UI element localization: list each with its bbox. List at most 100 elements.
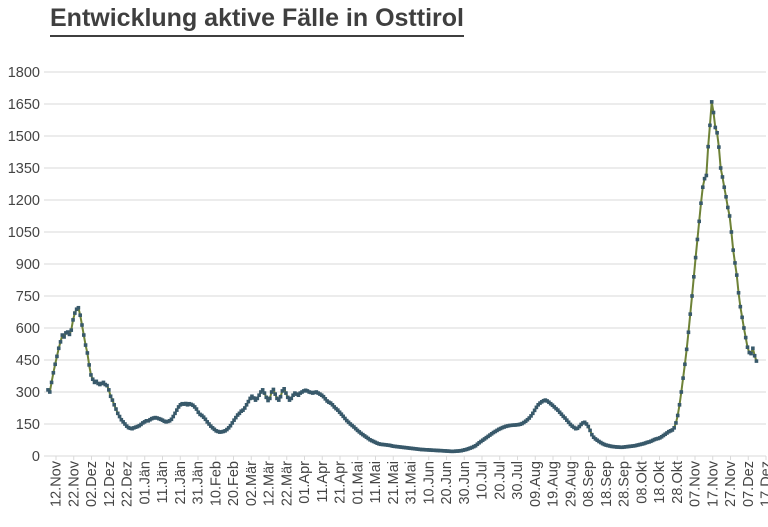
data-point-marker [107,388,111,392]
data-point-marker [269,390,274,394]
data-point-marker [677,403,682,407]
data-point-marker [720,175,725,179]
data-point-marker [531,411,535,416]
data-point-marker [271,387,276,392]
data-point-marker [56,346,61,351]
data-point-marker [532,408,537,413]
x-axis-label: 30.Jul [510,461,526,500]
data-point-marker [259,390,263,394]
data-point-marker [557,410,562,415]
x-axis-label: 20.Jul [492,461,508,500]
data-point-marker [69,328,74,332]
x-axis-label: 19.Aug [546,461,562,507]
data-point-marker [71,318,75,322]
data-point-marker [169,417,174,422]
y-axis-label: 1500 [8,129,40,145]
x-axis-label: 07.Dez [741,461,757,507]
y-axis-label: 300 [16,385,40,401]
data-point-marker [262,391,267,395]
x-axis-label: 02.Dez [84,461,100,507]
data-point-marker [321,394,326,399]
data-point-marker [232,418,236,422]
y-axis-label: 1650 [8,97,40,113]
x-axis-label: 31.Mai [404,461,420,505]
data-point-marker [89,373,93,377]
data-point-marker [241,408,245,412]
y-axis-label: 600 [16,321,40,337]
data-point-marker [284,391,288,395]
data-point-marker [679,390,684,394]
data-point-marker [282,387,286,391]
data-point-marker [117,414,122,419]
data-point-marker [80,323,84,327]
data-point-marker [688,312,693,316]
data-point-marker [343,416,347,421]
data-point-marker [697,219,701,224]
y-axis-label: 150 [16,417,40,433]
data-point-marker [101,380,106,385]
data-point-marker [330,403,335,407]
data-point-marker [285,395,290,400]
data-point-marker [255,396,260,401]
x-axis-label: 18.Okt [652,461,668,504]
y-axis-label: 1200 [8,193,40,209]
data-point-marker [115,411,120,416]
data-point-marker [686,330,691,335]
y-axis-label: 1800 [8,65,40,81]
x-axis-label: 11.Jän [155,461,171,503]
data-point-marker [736,291,741,295]
x-axis-label: 31.Jän [191,461,207,505]
data-point-marker [264,395,269,400]
data-point-marker [588,428,592,433]
data-point-marker [176,405,181,409]
data-point-marker [58,340,63,344]
data-point-marker [729,230,734,234]
data-point-marker [695,237,700,242]
y-axis-label: 0 [32,449,40,465]
data-point-marker [337,410,342,415]
data-point-marker [733,261,737,265]
x-axis-label: 02.Mär [244,461,260,506]
data-point-marker [565,418,569,422]
data-point-marker [257,393,261,397]
data-point-marker [237,411,242,416]
data-point-marker [742,326,746,330]
data-point-marker [718,166,723,170]
y-axis-label: 750 [16,289,40,305]
data-point-marker [46,388,50,392]
x-axis-label: 01.Mai [350,461,366,505]
data-point-marker [323,397,328,401]
data-point-marker [681,376,685,380]
data-point-marker [289,396,294,401]
x-axis-label: 07.Nov [688,460,704,507]
data-point-marker [724,195,728,199]
data-point-marker [749,351,753,356]
data-point-marker [751,346,755,351]
data-point-marker [205,420,210,424]
x-axis-label: 30.Jun [457,461,473,505]
data-point-marker [110,398,115,402]
x-axis-label: 22.Nov [66,460,82,507]
data-point-marker [51,371,56,375]
data-point-marker [123,422,127,426]
data-point-marker [339,412,344,416]
data-point-marker [590,432,594,437]
data-point-marker [690,294,694,298]
series-line [47,100,758,453]
data-point-marker [556,408,560,412]
data-point-marker [196,410,201,415]
x-axis-label: 21.Apr [333,461,349,504]
data-point-marker [173,411,177,416]
data-point-marker [683,362,687,367]
x-axis-label: 11.Mai [368,461,384,503]
data-point-marker [566,420,571,425]
x-axis-label: 12.Mär [262,461,278,506]
data-point-marker [722,185,727,189]
data-point-marker [114,407,118,411]
data-point-marker [251,396,256,400]
data-point-marker [55,354,59,359]
data-point-marker [83,343,88,347]
data-point-marker [296,393,301,397]
